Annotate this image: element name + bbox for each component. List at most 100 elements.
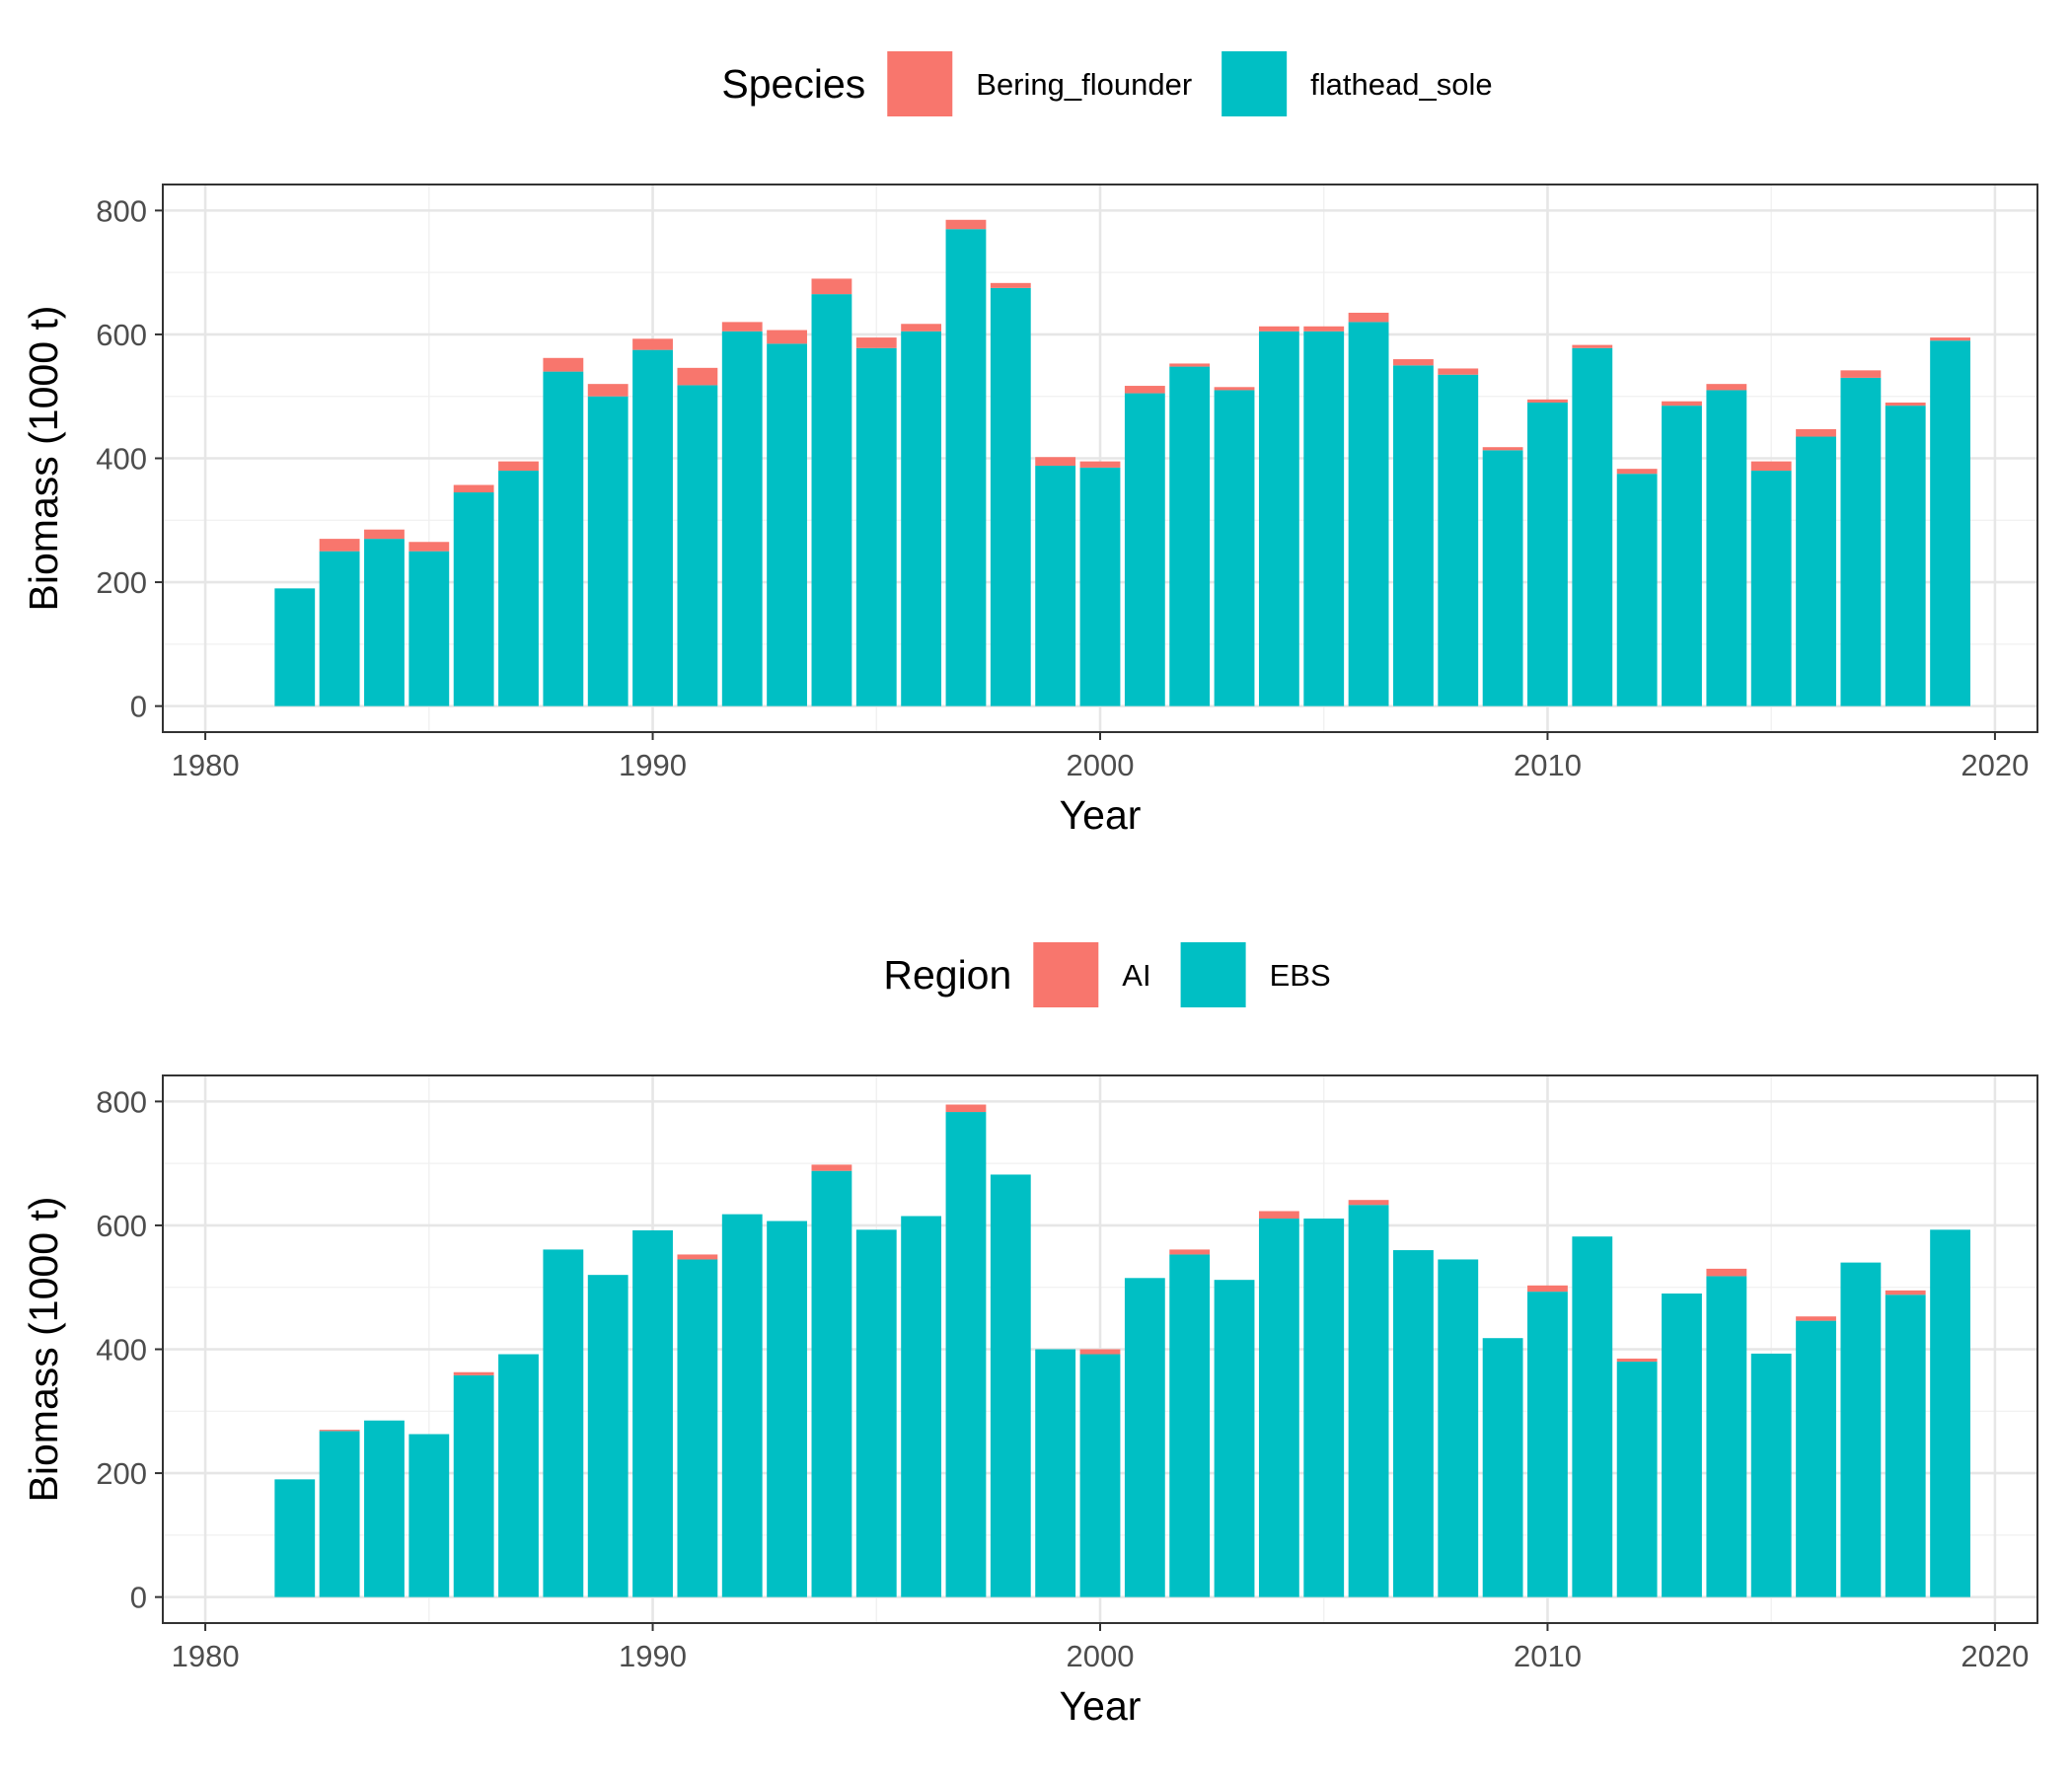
x-tick-label: 1990 — [619, 1639, 687, 1673]
bar-flathead-sole — [408, 551, 450, 706]
legend-title: Species — [721, 61, 865, 107]
bar-flathead-sole — [1035, 466, 1076, 706]
legend-label: AI — [1122, 958, 1150, 993]
bar-bering-flounder — [1124, 386, 1165, 394]
bar-bering-flounder — [1930, 337, 1970, 341]
legend-swatch — [1033, 942, 1099, 1007]
bar-bering-flounder — [1348, 312, 1389, 323]
legend-label: flathead_sole — [1310, 67, 1492, 102]
bar-ebs — [1393, 1250, 1434, 1597]
y-tick-label: 800 — [96, 193, 147, 228]
bar-flathead-sole — [767, 343, 807, 706]
bar-ebs — [1035, 1349, 1076, 1597]
bar-bering-flounder — [855, 337, 897, 348]
bar-ebs — [945, 1112, 987, 1597]
x-tick-label: 2020 — [1961, 748, 2029, 782]
bar-ai — [1706, 1268, 1747, 1277]
bar-flathead-sole — [1258, 331, 1299, 706]
y-tick-label: 200 — [96, 565, 147, 600]
bar-flathead-sole — [274, 588, 316, 706]
bar-ai — [945, 1104, 987, 1113]
legend-label: EBS — [1270, 958, 1331, 993]
bar-bering-flounder — [945, 219, 987, 230]
bar-flathead-sole — [1750, 471, 1792, 706]
bar-flathead-sole — [587, 396, 629, 706]
x-tick-label: 2020 — [1961, 1639, 2029, 1673]
y-tick-label: 600 — [96, 318, 147, 352]
bar-bering-flounder — [364, 529, 405, 540]
bar-ai — [1079, 1349, 1121, 1355]
bar-ai — [811, 1164, 852, 1171]
bar-ebs — [1348, 1205, 1389, 1597]
bar-ebs — [1840, 1262, 1882, 1597]
bar-ebs — [1930, 1229, 1970, 1597]
bar-flathead-sole — [855, 347, 897, 706]
bar-ebs — [1124, 1278, 1165, 1597]
bar-flathead-sole — [1527, 402, 1568, 706]
bar-flathead-sole — [1930, 340, 1970, 706]
bar-bering-flounder — [901, 324, 942, 332]
bar-bering-flounder — [1572, 344, 1613, 348]
bar-ebs — [1706, 1276, 1747, 1597]
legend-title: Region — [883, 952, 1011, 998]
bar-flathead-sole — [677, 385, 718, 706]
bar-flathead-sole — [1079, 467, 1121, 706]
bar-ebs — [677, 1259, 718, 1597]
x-axis-title: Year — [1060, 792, 1142, 838]
bar-ebs — [364, 1420, 405, 1597]
bar-bering-flounder — [677, 367, 718, 386]
bar-bering-flounder — [721, 322, 763, 332]
bar-flathead-sole — [811, 294, 852, 706]
bar-bering-flounder — [1438, 368, 1479, 375]
y-axis-title: Biomass (1000 t) — [21, 1197, 66, 1503]
y-axis-title: Biomass (1000 t) — [21, 306, 66, 612]
bar-bering-flounder — [1662, 401, 1702, 407]
bar-ebs — [587, 1275, 629, 1597]
y-tick-label: 0 — [130, 690, 147, 724]
bar-flathead-sole — [1796, 436, 1836, 706]
bar-flathead-sole — [1169, 366, 1211, 706]
bar-bering-flounder — [1393, 359, 1434, 366]
bar-ebs — [1482, 1338, 1523, 1597]
bar-ai — [1348, 1200, 1389, 1206]
region-chart: 0 200 400 600 800 1980 1990 2000 2010 2020 Year Bio… — [21, 942, 2038, 1729]
x-axis-title: Year — [1060, 1683, 1142, 1729]
x-tick-label: 2010 — [1514, 1639, 1582, 1673]
bar-ebs — [274, 1479, 316, 1597]
bar-bering-flounder — [1258, 326, 1299, 332]
legend-swatch — [1180, 942, 1246, 1007]
bar-flathead-sole — [1214, 390, 1255, 706]
bar-ebs — [1303, 1219, 1345, 1597]
bar-bering-flounder — [1482, 447, 1523, 451]
x-tick-label: 1980 — [172, 748, 240, 782]
x-tick-label: 1990 — [619, 748, 687, 782]
bar-bering-flounder — [1303, 326, 1345, 332]
y-tick-label: 800 — [96, 1084, 147, 1119]
bar-ebs — [632, 1229, 673, 1597]
bar-bering-flounder — [453, 484, 494, 493]
bar-flathead-sole — [1885, 406, 1926, 706]
bar-bering-flounder — [767, 330, 807, 344]
bar-flathead-sole — [1348, 322, 1389, 706]
bar-ebs — [543, 1249, 584, 1597]
bar-flathead-sole — [1706, 390, 1747, 706]
bar-ebs — [1438, 1259, 1479, 1597]
bar-bering-flounder — [1706, 384, 1747, 391]
bar-ebs — [1169, 1254, 1211, 1597]
bar-flathead-sole — [543, 371, 584, 706]
bar-ai — [453, 1371, 494, 1375]
legend-swatch — [887, 51, 953, 116]
legend-swatch — [1221, 51, 1288, 116]
bar-ebs — [721, 1214, 763, 1597]
bar-flathead-sole — [1303, 331, 1345, 706]
bar-flathead-sole — [1124, 393, 1165, 706]
bar-flathead-sole — [364, 539, 405, 706]
bar-flathead-sole — [1482, 450, 1523, 706]
bar-bering-flounder — [498, 461, 539, 472]
bar-bering-flounder — [543, 357, 584, 372]
bar-ai — [1258, 1211, 1299, 1220]
bar-ebs — [855, 1229, 897, 1597]
bar-bering-flounder — [1840, 370, 1882, 378]
bar-ai — [1527, 1285, 1568, 1293]
